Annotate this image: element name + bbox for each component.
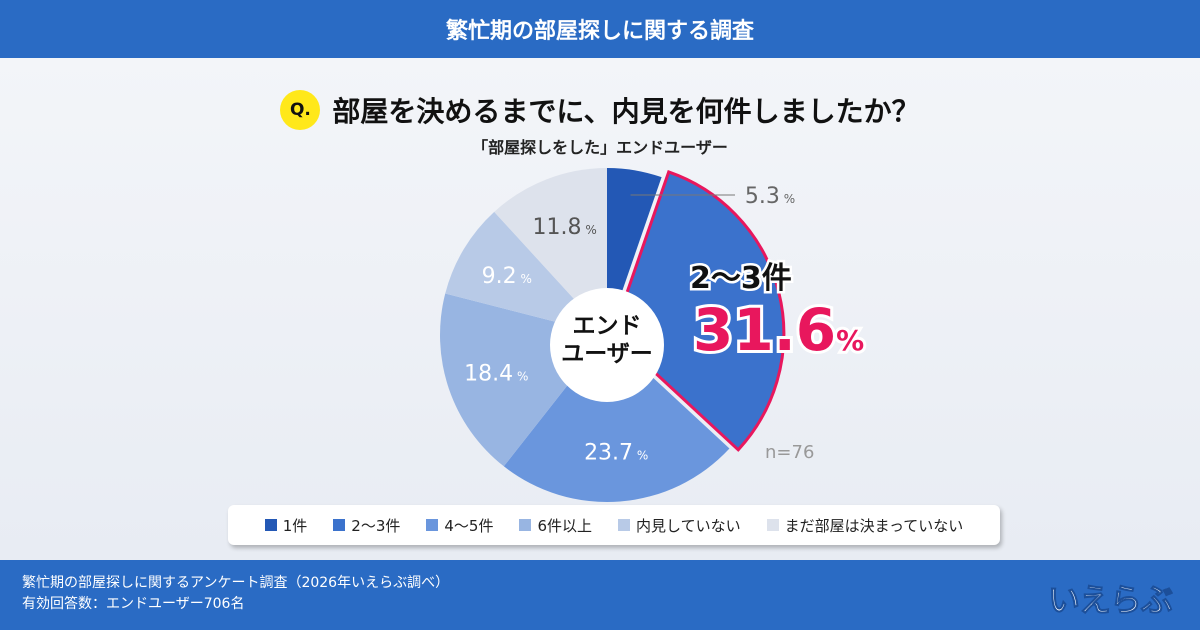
- center-label-line2: ユーザー: [561, 341, 653, 367]
- legend-item: まだ部屋は決まっていない: [766, 515, 964, 536]
- highlight-category: 2〜3件: [690, 261, 792, 296]
- legend-label: まだ部屋は決まっていない: [784, 516, 964, 535]
- data-label-2: 23.7 %: [584, 441, 648, 466]
- legend-swatch: [264, 519, 277, 531]
- question-text: 部屋を決めるまでに、内見を何件しましたか？: [332, 95, 920, 128]
- legend-swatch: [426, 519, 439, 531]
- header-title: 繁忙期の部屋探しに関する調査: [0, 0, 1200, 58]
- pie-slice-2: [503, 335, 730, 502]
- data-label-0: 5.3 %: [745, 184, 795, 209]
- data-label-4: 9.2 %: [482, 264, 532, 289]
- legend-label: 6件以上: [537, 516, 593, 535]
- footer-survey: 繁忙期の部屋探しに関するアンケート調査（2026年いえらぶ調べ）: [22, 575, 450, 591]
- legend-item: 6件以上: [519, 515, 592, 536]
- legend-swatch: [766, 519, 779, 531]
- logo: いえらぶ: [1047, 581, 1173, 620]
- question: Q. 部屋を決めるまでに、内見を何件しましたか？: [0, 90, 1200, 130]
- legend-item: 4〜5件: [426, 515, 493, 536]
- legend: 1件 2〜3件 4〜5件 6件以上 内見していない まだ部屋は決まっていない: [228, 505, 1000, 545]
- highlight-value: 31.6%: [693, 296, 864, 364]
- legend-label: 2〜3件: [351, 516, 401, 535]
- legend-swatch: [333, 519, 346, 531]
- data-label-5: 11.8 %: [533, 215, 597, 240]
- n-label: n=76: [765, 442, 814, 463]
- center-hole: [550, 288, 664, 402]
- center-label-line1: エンド: [573, 313, 642, 339]
- legend-label: 1件: [282, 516, 308, 535]
- legend-item: 1件: [264, 515, 308, 536]
- legend-label: 内見していない: [636, 516, 741, 535]
- footer: 繁忙期の部屋探しに関するアンケート調査（2026年いえらぶ調べ） 有効回答数：エ…: [0, 560, 1200, 630]
- legend-item: 2〜3件: [333, 515, 400, 536]
- pie-chart: 5.3 % 23.7 % 18.4 % 9.2 %11.8 % エンド ユーザー n=…: [440, 168, 867, 502]
- legend-item: 内見していない: [618, 515, 741, 536]
- subtitle: 「部屋探しをした」エンドユーザー: [472, 138, 728, 157]
- footer-respondents: 有効回答数：エンドユーザー706名: [22, 596, 245, 612]
- legend-swatch: [519, 519, 532, 531]
- data-label-3: 18.4 %: [464, 362, 528, 387]
- pie-slice-4: [445, 211, 607, 335]
- pie-slice-1: [611, 170, 786, 452]
- legend-label: 4〜5件: [444, 516, 494, 535]
- legend-swatch: [618, 519, 631, 531]
- question-badge: Q.: [280, 90, 321, 130]
- pie-slice-5: [494, 168, 607, 335]
